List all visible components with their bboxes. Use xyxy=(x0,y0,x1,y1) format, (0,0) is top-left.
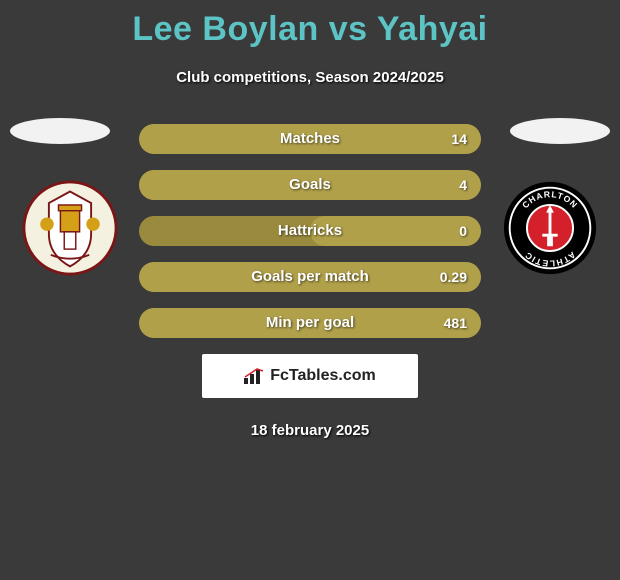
brand-box[interactable]: FcTables.com xyxy=(202,354,418,398)
charlton-crest-icon: CHARLTON ATHLETIC xyxy=(502,180,598,276)
stat-value-right: 0.29 xyxy=(440,262,467,292)
club-badge-left xyxy=(22,180,118,276)
stevenage-crest-icon xyxy=(22,180,118,276)
date-text: 18 february 2025 xyxy=(0,422,620,439)
stat-label: Min per goal xyxy=(139,308,481,338)
brand-chart-icon xyxy=(244,368,264,384)
subtitle: Club competitions, Season 2024/2025 xyxy=(0,69,620,86)
stat-label: Matches xyxy=(139,124,481,154)
stat-value-right: 0 xyxy=(459,216,467,246)
brand-text: FcTables.com xyxy=(270,367,376,385)
stat-row: Matches14 xyxy=(139,124,481,154)
stats-list: Matches14 Goals4 Hattricks0 Goals per match… xyxy=(139,124,481,338)
stat-label: Goals xyxy=(139,170,481,200)
stat-value-right: 481 xyxy=(444,308,467,338)
stat-row: Hattricks0 xyxy=(139,216,481,246)
stat-row: Goals4 xyxy=(139,170,481,200)
comparison-panel: CHARLTON ATHLETIC Matches14 Goals4 Hattric… xyxy=(0,124,620,439)
stat-value-right: 4 xyxy=(459,170,467,200)
stat-row: Goals per match0.29 xyxy=(139,262,481,292)
player-left-silhouette xyxy=(10,118,110,144)
stat-label: Hattricks xyxy=(139,216,481,246)
stat-label: Goals per match xyxy=(139,262,481,292)
club-badge-right: CHARLTON ATHLETIC xyxy=(502,180,598,276)
stat-value-right: 14 xyxy=(451,124,467,154)
stat-row: Min per goal481 xyxy=(139,308,481,338)
page-title: Lee Boylan vs Yahyai xyxy=(0,0,620,49)
brand-label: FcTables.com xyxy=(244,367,376,385)
player-right-silhouette xyxy=(510,118,610,144)
